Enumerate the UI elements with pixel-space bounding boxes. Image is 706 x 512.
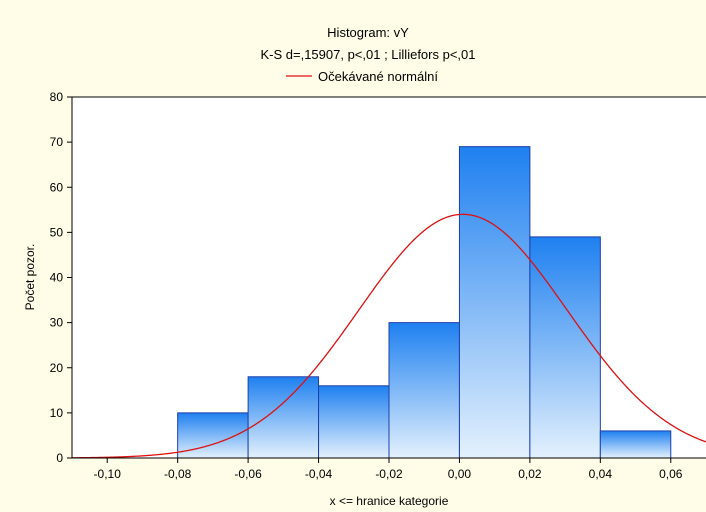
histogram-bar-6 bbox=[529, 236, 601, 459]
y-ticks-group: 0 10 20 30 40 50 60 70 80 bbox=[50, 90, 72, 465]
y-tick-label: 10 bbox=[50, 406, 64, 420]
y-axis-label: Počet pozor. bbox=[23, 244, 37, 311]
x-tick-label: 0,02 bbox=[518, 467, 542, 481]
x-tick-label: -0,10 bbox=[94, 467, 122, 481]
y-tick-label: 30 bbox=[50, 316, 64, 330]
bars-group bbox=[177, 146, 672, 459]
x-tick-label: 0,04 bbox=[589, 467, 613, 481]
x-ticks-group: -0,10 -0,08 -0,06 -0,04 -0,02 0,00 0,02 0,04 0,0… bbox=[94, 458, 683, 481]
x-tick-label: -0,08 bbox=[164, 467, 192, 481]
x-tick-label: 0,00 bbox=[448, 467, 472, 481]
y-tick-label: 80 bbox=[50, 90, 64, 104]
histogram-bar-4 bbox=[388, 322, 460, 459]
x-tick-label: 0,06 bbox=[659, 467, 683, 481]
chart-subtitle: K-S d=,15907, p<,01 ; Lilliefors p<,01 bbox=[260, 47, 475, 62]
y-tick-label: 60 bbox=[50, 180, 64, 194]
chart-title: Histogram: vY bbox=[327, 25, 409, 40]
histogram-bar-3 bbox=[318, 385, 390, 459]
y-tick-label: 50 bbox=[50, 225, 64, 239]
y-tick-label: 70 bbox=[50, 135, 64, 149]
normal-curve-line bbox=[72, 213, 706, 458]
legend-label: Očekávané normální bbox=[318, 69, 438, 84]
x-axis-label: x <= hranice kategorie bbox=[330, 494, 449, 508]
histogram-bar-7 bbox=[599, 430, 672, 459]
legend: Očekávané normální bbox=[286, 69, 438, 84]
y-tick-label: 40 bbox=[50, 271, 64, 285]
y-tick-label: 20 bbox=[50, 361, 64, 375]
histogram-bar-1 bbox=[177, 412, 249, 459]
x-tick-label: -0,02 bbox=[375, 467, 403, 481]
x-tick-label: -0,04 bbox=[305, 467, 333, 481]
normal-curve-group bbox=[72, 213, 706, 458]
x-tick-label: -0,06 bbox=[234, 467, 262, 481]
histogram-bar-2 bbox=[247, 376, 320, 459]
histogram-bar-5 bbox=[458, 146, 531, 459]
y-tick-label: 0 bbox=[56, 451, 63, 465]
